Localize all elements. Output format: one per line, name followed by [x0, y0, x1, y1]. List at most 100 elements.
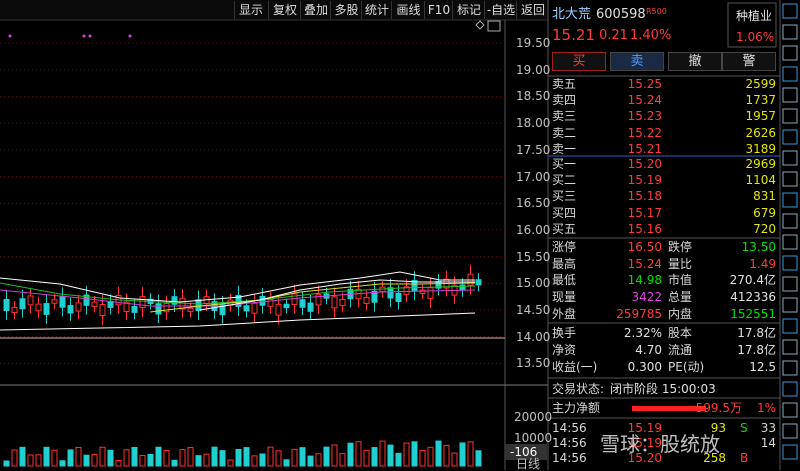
book-label: 卖二 [552, 125, 577, 140]
candle-body [35, 303, 42, 312]
status-label: 交易状态: [552, 382, 605, 396]
sidebar-icon[interactable] [782, 276, 798, 292]
candle-body [171, 296, 178, 305]
sidebar-icon[interactable] [782, 66, 798, 82]
price-axis-label: 15.50 [516, 249, 551, 264]
stat-label: 跌停 [668, 240, 693, 254]
candle-body [403, 286, 410, 295]
price-axis-label: 17.50 [516, 142, 551, 157]
toolbar-button[interactable]: 返回 [516, 1, 549, 19]
flow-pct: 1% [756, 401, 776, 415]
toolbar-button[interactable]: F10 [424, 1, 453, 19]
candle-body [259, 295, 266, 306]
volume-bar [131, 446, 138, 467]
price-axis-label: 18.50 [516, 89, 551, 104]
stat-value: 17.8亿 [737, 326, 776, 340]
candle-body [299, 299, 306, 308]
candle-body [139, 296, 146, 309]
volume-bar [147, 453, 154, 467]
sidebar-icon[interactable] [782, 381, 798, 397]
volume-bar [339, 453, 346, 467]
sidebar-icon[interactable] [782, 423, 798, 439]
window-icon[interactable] [487, 20, 501, 32]
toolbar-button[interactable]: 画线 [391, 1, 425, 19]
sidebar-icon[interactable] [782, 3, 798, 19]
volume-bar [243, 447, 250, 467]
stat-label: 内盘 [668, 306, 693, 321]
book-label: 卖三 [552, 109, 577, 124]
price-change-pct: 1.40% [630, 27, 672, 43]
toolbar-button[interactable]: -自选 [484, 1, 517, 19]
candle-body [195, 299, 202, 312]
toolbar-button[interactable]: 多股 [330, 1, 362, 19]
sidebar-icon[interactable] [782, 318, 798, 334]
trade-side: S [740, 421, 748, 435]
trade-volume: 258 [703, 451, 726, 465]
toolbar-button[interactable]: 复权 [268, 1, 301, 19]
volume-bar [3, 460, 10, 467]
candle-body [371, 290, 378, 303]
sidebar-icon[interactable] [782, 150, 798, 166]
sidebar-icon[interactable] [782, 171, 798, 187]
price-axis-label: 18.00 [516, 116, 551, 131]
stat-label: 最低 [552, 273, 577, 288]
volume-bar [235, 448, 242, 467]
stat-label: 量比 [668, 256, 693, 271]
stat-value: 0.300 [627, 360, 662, 374]
toolbar-button[interactable]: 标记 [452, 1, 485, 19]
stat-value: 2.32% [623, 326, 662, 340]
toolbar-button[interactable]: 统计 [361, 1, 392, 19]
candle-body [19, 298, 26, 310]
sidebar-icon[interactable] [782, 213, 798, 229]
candle-body [475, 279, 482, 286]
volume-bar [227, 459, 234, 467]
volume-bar [299, 447, 306, 467]
book-price: 15.20 [627, 157, 662, 171]
trade-button[interactable]: 买 [552, 52, 606, 71]
sidebar-icon[interactable] [782, 87, 798, 103]
diamond-icon[interactable] [475, 20, 485, 30]
book-price: 15.22 [627, 125, 662, 140]
sidebar-icon[interactable] [782, 192, 798, 208]
industry-name[interactable]: 种植业 [736, 9, 773, 23]
volume-bar [475, 450, 482, 467]
candle-body [307, 302, 314, 312]
toolbar-button[interactable]: 显示 [234, 1, 267, 19]
candle-body [107, 300, 114, 308]
sidebar-icon[interactable] [782, 45, 798, 61]
sidebar-icon[interactable] [782, 255, 798, 271]
stat-value: 259785 [616, 306, 662, 321]
sidebar-icon[interactable] [782, 360, 798, 376]
candle-body [363, 296, 370, 304]
toolbar-button[interactable]: 叠加 [300, 1, 331, 19]
candle-body [11, 306, 18, 314]
book-volume: 2626 [745, 125, 776, 140]
trade-button[interactable]: 警 [722, 52, 776, 71]
sidebar-icon[interactable] [782, 339, 798, 355]
stat-value: 4.70 [635, 343, 662, 357]
candle-body [283, 303, 290, 309]
industry-box[interactable] [727, 2, 777, 48]
volume-bar [203, 453, 210, 467]
status-value: 闭市阶段 15:00:03 [610, 382, 716, 396]
volume-bar [291, 448, 298, 467]
candle-body [131, 305, 138, 313]
volume-bar [371, 447, 378, 467]
trade-button[interactable]: 卖 [610, 52, 664, 71]
candle-body [459, 284, 466, 291]
period-label: 日线 [516, 457, 541, 471]
sidebar-icon[interactable] [782, 108, 798, 124]
sidebar-icon[interactable] [782, 129, 798, 145]
trade-button[interactable]: 撤 [668, 52, 722, 71]
sidebar-icon[interactable] [782, 24, 798, 40]
sidebar-icon[interactable] [782, 444, 798, 460]
stat-value: 270.4亿 [729, 273, 776, 288]
sidebar-icon[interactable] [782, 234, 798, 250]
sidebar-icon[interactable] [782, 402, 798, 418]
volume-bar [379, 440, 386, 467]
candle-body [251, 302, 258, 314]
trade-count: 14 [760, 436, 776, 450]
sidebar-icon[interactable] [782, 297, 798, 313]
